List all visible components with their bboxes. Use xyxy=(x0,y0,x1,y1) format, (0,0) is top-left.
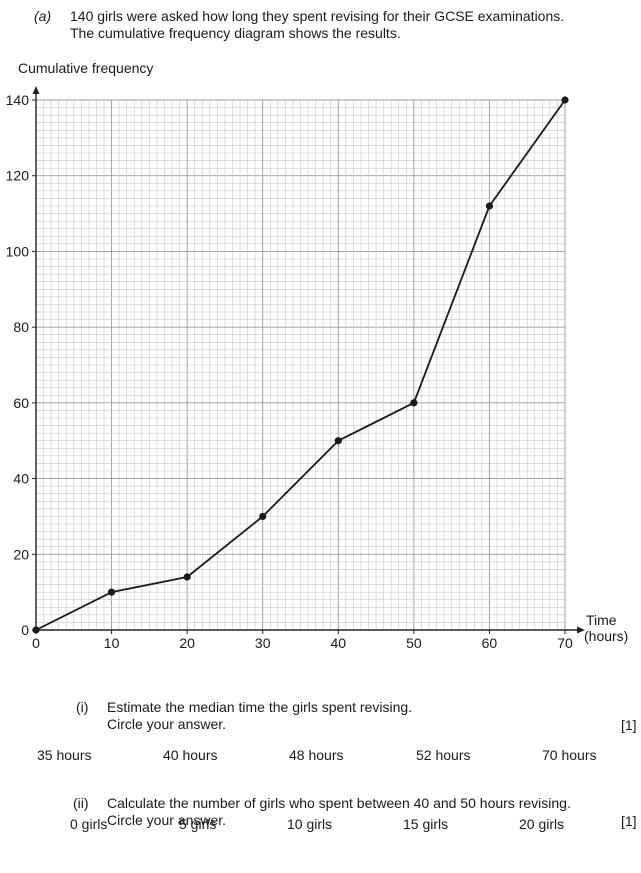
y-tick-label: 120 xyxy=(6,168,30,184)
part-i-text-line-2: Circle your answer. xyxy=(107,716,227,732)
chart-grid xyxy=(35,99,566,631)
x-tick-label: 70 xyxy=(557,635,573,651)
data-point xyxy=(334,437,342,445)
part-ii-marks: [1] xyxy=(621,813,637,829)
answer-option-5-girls[interactable]: 5 girls xyxy=(179,816,217,832)
answer-option-35-hours[interactable]: 35 hours xyxy=(37,747,92,763)
chart-axes xyxy=(32,86,585,634)
part-ii-label: (ii) xyxy=(73,795,89,811)
answer-option-52-hours[interactable]: 52 hours xyxy=(416,747,471,763)
y-tick-label: 60 xyxy=(13,395,29,411)
answer-option-40-hours[interactable]: 40 hours xyxy=(163,747,218,763)
part-i-text-line-1: Estimate the median time the girls spent… xyxy=(107,699,413,715)
y-axis-label: Cumulative frequency xyxy=(18,60,153,76)
question-text-line-1: 140 girls were asked how long they spent… xyxy=(70,8,565,24)
y-tick-label: 20 xyxy=(13,546,29,562)
answer-option-70-hours[interactable]: 70 hours xyxy=(542,747,597,763)
x-tick-label: 20 xyxy=(179,635,195,651)
y-tick-label: 40 xyxy=(13,471,29,487)
question-label-a: (a) xyxy=(34,8,52,24)
chart-series xyxy=(32,96,569,634)
x-tick-label: 50 xyxy=(406,635,422,651)
y-tick-label: 100 xyxy=(6,243,30,259)
data-point xyxy=(485,202,494,210)
cumulative-frequency-chart: 0 10 20 30 40 50 60 70 0 20 40 60 80 100 120 140 Cumula… xyxy=(6,60,629,651)
answer-option-10-girls[interactable]: 10 girls xyxy=(287,816,333,832)
part-ii-text-line-1: Calculate the number of girls who spent … xyxy=(107,795,571,811)
x-tick-label: 0 xyxy=(32,635,40,651)
x-tick-label: 30 xyxy=(255,635,271,651)
data-point xyxy=(259,512,267,521)
cumulative-frequency-line xyxy=(35,99,566,631)
answer-option-20-girls[interactable]: 20 girls xyxy=(519,816,565,832)
data-point xyxy=(561,96,569,104)
question-text-line-2: The cumulative frequency diagram shows t… xyxy=(70,25,401,41)
x-tick-label: 60 xyxy=(482,635,498,651)
answer-option-0-girls[interactable]: 0 girls xyxy=(70,816,108,832)
answer-option-15-girls[interactable]: 15 girls xyxy=(403,816,449,832)
part-i-marks: [1] xyxy=(621,717,637,733)
y-tick-label: 80 xyxy=(13,319,29,335)
x-tick-label: 40 xyxy=(330,635,346,651)
data-point xyxy=(410,399,418,407)
x-axis-arrow-icon xyxy=(577,626,585,634)
x-axis-label-line-1: Time xyxy=(586,612,617,628)
x-tick-label: 10 xyxy=(104,635,120,651)
y-tick-label: 0 xyxy=(21,622,29,638)
data-point xyxy=(32,626,40,634)
y-tick-label: 140 xyxy=(6,92,30,108)
part-ii-text-line-2: Circle your answer. xyxy=(107,812,227,828)
answer-option-48-hours[interactable]: 48 hours xyxy=(289,747,344,763)
x-axis-label-line-2: (hours) xyxy=(584,628,628,644)
y-axis-arrow-icon xyxy=(32,86,40,94)
data-point xyxy=(107,588,116,596)
part-i-label: (i) xyxy=(76,699,89,715)
data-point xyxy=(183,573,191,581)
chart-ticks: 0 10 20 30 40 50 60 70 0 20 40 60 80 100 120 140 xyxy=(6,92,573,651)
